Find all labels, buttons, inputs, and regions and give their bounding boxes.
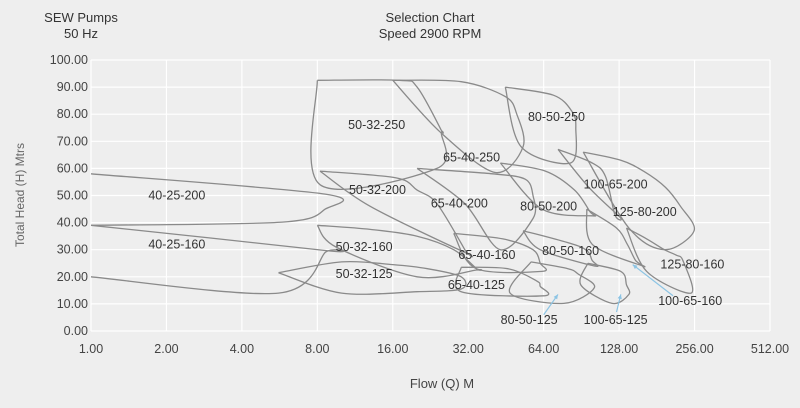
- curve-label-80-50-200: 80-50-200: [520, 199, 577, 213]
- x-axis-label: Flow (Q) M: [410, 376, 474, 391]
- pump-curve-50-32-250: [310, 79, 448, 190]
- chart-title: Selection Chart: [385, 10, 475, 25]
- chart-subtitle: Speed 2900 RPM: [378, 26, 482, 41]
- curve-label-50-32-250: 50-32-250: [348, 118, 405, 132]
- brand-label: SEW Pumps: [44, 10, 118, 25]
- pointer-arrow-head: [632, 264, 638, 270]
- curve-label-80-50-250: 80-50-250: [528, 110, 585, 124]
- x-tick-label: 32.00: [453, 342, 484, 356]
- axis-ticks: 0.00 10.00 20.00 30.00 40.00 50.00 60.00 70.00 8…: [50, 53, 789, 356]
- curve-label-50-32-200: 50-32-200: [349, 183, 406, 197]
- y-tick-label: 60.00: [57, 161, 88, 175]
- pump-curve-100-65-160: [585, 208, 646, 268]
- curve-label-100-65-160: 100-65-160: [658, 294, 722, 308]
- x-tick-label: 128.00: [600, 342, 638, 356]
- grid: [90, 59, 771, 332]
- x-tick-label: 2.00: [154, 342, 178, 356]
- pump-curve-65-40-125: [454, 266, 550, 297]
- pump-curve-100-65-125: [579, 262, 631, 305]
- y-tick-label: 80.00: [57, 107, 88, 121]
- x-tick-label: 1.00: [79, 342, 103, 356]
- y-tick-label: 30.00: [57, 243, 88, 257]
- curve-label-65-40-125: 65-40-125: [448, 278, 505, 292]
- pump-curve-40-25-200: [90, 173, 345, 226]
- x-tick-label: 8.00: [305, 342, 329, 356]
- y-tick-label: 100.00: [50, 53, 88, 67]
- y-axis-label: Total Head (H) Mtrs: [13, 143, 27, 247]
- pump-curve-40-25-160: [90, 224, 345, 295]
- frequency-label: 50 Hz: [64, 26, 98, 41]
- y-tick-label: 10.00: [57, 297, 88, 311]
- pointer-arrows: [543, 264, 674, 316]
- curve-labels: 40-25-200 40-25-160 50-32-250 50-32-200 50-3…: [148, 110, 724, 327]
- y-tick-label: 40.00: [57, 216, 88, 230]
- curve-label-65-40-250: 65-40-250: [443, 151, 500, 165]
- y-tick-label: 50.00: [57, 189, 88, 203]
- curve-label-40-25-160: 40-25-160: [148, 237, 205, 251]
- pump-curve-80-50-250: [504, 86, 578, 165]
- pointer-arrow-line: [632, 264, 674, 297]
- pointer-arrow-head: [617, 294, 622, 300]
- y-tick-label: 70.00: [57, 134, 88, 148]
- curve-label-125-80-160: 125-80-160: [660, 258, 724, 272]
- y-tick-label: 20.00: [57, 270, 88, 284]
- pointer-arrow-head: [553, 294, 558, 300]
- x-tick-label: 512.00: [751, 342, 789, 356]
- y-tick-label: 0.00: [64, 324, 88, 338]
- chart-header-center: Selection Chart Speed 2900 RPM: [330, 10, 530, 42]
- pump-curves: [90, 79, 696, 305]
- pump-curve-125-80-160: [625, 227, 694, 294]
- curve-label-125-80-200: 125-80-200: [613, 205, 677, 219]
- curve-label-40-25-200: 40-25-200: [148, 189, 205, 203]
- curve-label-65-40-160: 65-40-160: [458, 248, 515, 262]
- curve-label-50-32-160: 50-32-160: [336, 240, 393, 254]
- y-tick-label: 90.00: [57, 80, 88, 94]
- pump-curve-80-50-125: [508, 261, 596, 305]
- pump-curve-65-40-250: [392, 79, 525, 174]
- pump-curve-50-32-125: [278, 260, 467, 295]
- curve-label-100-65-125: 100-65-125: [584, 313, 648, 327]
- pump-curve-100-65-200: [557, 148, 622, 221]
- x-tick-label: 16.00: [377, 342, 408, 356]
- x-tick-label: 256.00: [675, 342, 713, 356]
- x-tick-label: 64.00: [528, 342, 559, 356]
- curve-label-100-65-200: 100-65-200: [584, 178, 648, 192]
- chart-header-left: SEW Pumps 50 Hz: [36, 10, 126, 42]
- curve-label-80-50-125: 80-50-125: [501, 313, 558, 327]
- curve-label-65-40-200: 65-40-200: [431, 197, 488, 211]
- curve-label-50-32-125: 50-32-125: [336, 267, 393, 281]
- x-tick-label: 4.00: [230, 342, 254, 356]
- curve-label-80-50-160: 80-50-160: [542, 244, 599, 258]
